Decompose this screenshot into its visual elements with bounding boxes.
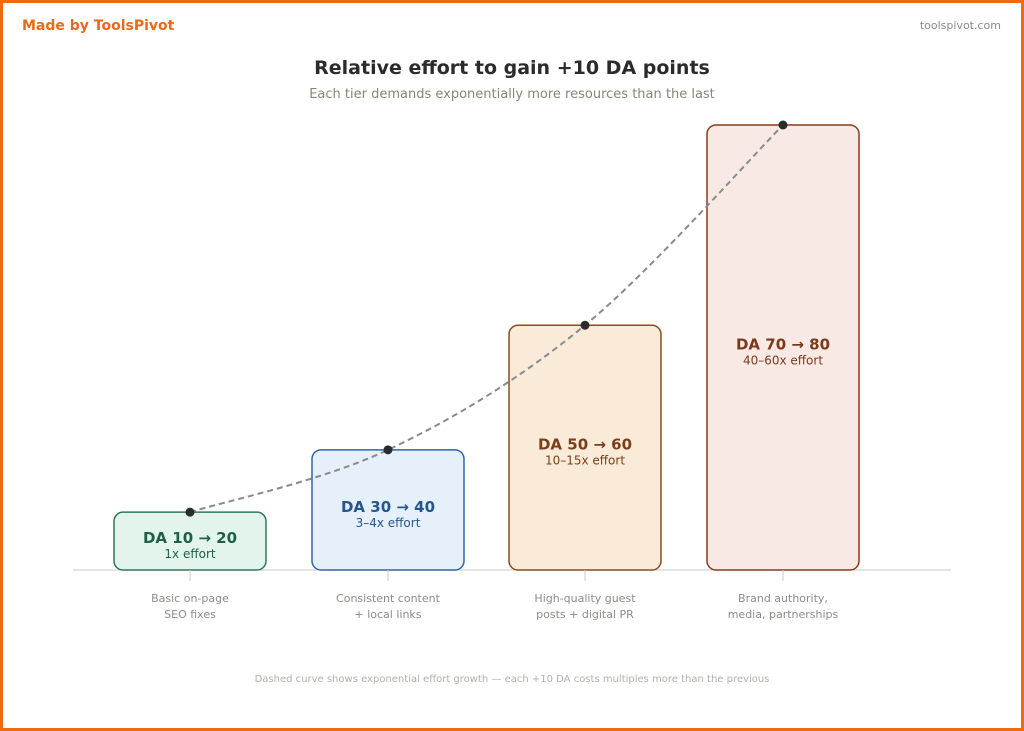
x-tick-label: Basic on-page SEO fixes [151, 592, 229, 621]
curve-point [580, 320, 590, 330]
effort-curve [189, 124, 784, 514]
curve-point [383, 445, 393, 455]
chart-subtitle: Each tier demands exponentially more res… [309, 87, 715, 102]
curve-point [185, 507, 195, 517]
x-tick-label: High-quality guest posts + digital PR [534, 592, 636, 621]
bar-label: DA 70 → 80 [736, 336, 830, 354]
brand-label: Made by ToolsPivot [22, 18, 175, 34]
site-label: toolspivot.com [920, 19, 1001, 32]
bar-label: DA 10 → 20 [143, 529, 237, 547]
bar-label: DA 50 → 60 [538, 436, 632, 454]
bar-effort-label: 3–4x effort [356, 516, 421, 530]
curve-point [778, 120, 788, 130]
bar-effort-label: 10–15x effort [545, 454, 625, 468]
x-tick-label: Brand authority, media, partnerships [728, 592, 839, 621]
bar-label: DA 30 → 40 [341, 498, 435, 516]
footnote: Dashed curve shows exponential effort gr… [255, 674, 770, 685]
bar-effort-label: 40–60x effort [743, 354, 823, 368]
bar-effort-label: 1x effort [164, 547, 215, 561]
chart-title: Relative effort to gain +10 DA points [314, 57, 710, 79]
x-tick-label: Consistent content + local links [336, 592, 441, 621]
